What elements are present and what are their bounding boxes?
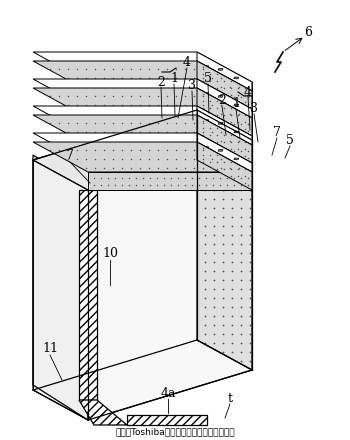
Text: 6: 6 — [304, 26, 312, 39]
Text: 4a: 4a — [160, 386, 176, 400]
Polygon shape — [202, 120, 209, 122]
Polygon shape — [164, 120, 170, 122]
Polygon shape — [197, 106, 252, 145]
Text: 11: 11 — [42, 341, 58, 355]
Text: 2: 2 — [218, 94, 226, 106]
Polygon shape — [164, 147, 170, 149]
Polygon shape — [88, 93, 94, 95]
Polygon shape — [197, 115, 252, 163]
Polygon shape — [197, 133, 252, 172]
Polygon shape — [88, 66, 94, 68]
Polygon shape — [33, 61, 252, 91]
Text: 3: 3 — [250, 102, 258, 114]
Polygon shape — [88, 140, 252, 420]
Polygon shape — [79, 400, 127, 425]
Polygon shape — [88, 109, 252, 118]
Polygon shape — [164, 66, 170, 68]
Polygon shape — [126, 66, 132, 68]
Text: 5: 5 — [204, 72, 212, 84]
Text: 10: 10 — [102, 246, 118, 260]
Text: 3: 3 — [188, 78, 196, 92]
Polygon shape — [88, 82, 252, 91]
Polygon shape — [164, 93, 170, 95]
Polygon shape — [197, 52, 252, 91]
Polygon shape — [33, 106, 252, 136]
Polygon shape — [202, 66, 209, 68]
Polygon shape — [126, 147, 132, 149]
Polygon shape — [202, 147, 209, 149]
Polygon shape — [202, 93, 209, 95]
Text: 4: 4 — [244, 85, 252, 99]
Polygon shape — [88, 118, 252, 136]
Text: 1: 1 — [232, 96, 240, 110]
Polygon shape — [33, 79, 252, 109]
Polygon shape — [234, 104, 239, 106]
Polygon shape — [88, 172, 252, 190]
Polygon shape — [126, 66, 132, 68]
Polygon shape — [33, 52, 252, 82]
Polygon shape — [197, 110, 252, 370]
Polygon shape — [127, 415, 207, 425]
Polygon shape — [79, 190, 97, 400]
Polygon shape — [126, 93, 132, 95]
Polygon shape — [88, 93, 94, 95]
Text: 5: 5 — [286, 133, 294, 147]
Polygon shape — [33, 88, 252, 118]
Text: 7: 7 — [66, 149, 74, 161]
Polygon shape — [88, 120, 94, 122]
Polygon shape — [202, 120, 209, 122]
Polygon shape — [234, 77, 239, 79]
Polygon shape — [88, 145, 252, 163]
Polygon shape — [234, 158, 239, 160]
Polygon shape — [164, 93, 170, 95]
Polygon shape — [218, 95, 223, 97]
Polygon shape — [202, 147, 209, 149]
Polygon shape — [33, 115, 252, 145]
Polygon shape — [33, 160, 88, 420]
Polygon shape — [88, 163, 252, 172]
Polygon shape — [164, 66, 170, 68]
Polygon shape — [88, 120, 94, 122]
Polygon shape — [202, 93, 209, 95]
Polygon shape — [202, 66, 209, 68]
Polygon shape — [126, 120, 132, 122]
Polygon shape — [126, 93, 132, 95]
Polygon shape — [88, 147, 94, 149]
Polygon shape — [33, 155, 88, 420]
Text: 圖三　Toshiba液態燃料電池之基礎結構圖示: 圖三 Toshiba液態燃料電池之基礎結構圖示 — [115, 428, 235, 436]
Polygon shape — [234, 131, 239, 133]
Text: 2: 2 — [157, 76, 165, 88]
Polygon shape — [126, 120, 132, 122]
Polygon shape — [88, 91, 252, 109]
Polygon shape — [88, 136, 252, 145]
Polygon shape — [33, 110, 252, 190]
Polygon shape — [197, 88, 252, 136]
Polygon shape — [126, 147, 132, 149]
Text: t: t — [228, 392, 232, 404]
Polygon shape — [218, 69, 223, 70]
Polygon shape — [197, 142, 252, 190]
Text: 7: 7 — [273, 125, 281, 139]
Polygon shape — [88, 147, 94, 149]
Polygon shape — [33, 142, 252, 172]
Polygon shape — [197, 79, 252, 118]
Polygon shape — [88, 66, 94, 68]
Polygon shape — [164, 147, 170, 149]
Text: 1: 1 — [170, 72, 178, 84]
Polygon shape — [218, 150, 223, 151]
Text: 4: 4 — [183, 55, 191, 69]
Polygon shape — [218, 122, 223, 124]
Polygon shape — [33, 133, 252, 163]
Polygon shape — [164, 120, 170, 122]
Polygon shape — [197, 61, 252, 109]
